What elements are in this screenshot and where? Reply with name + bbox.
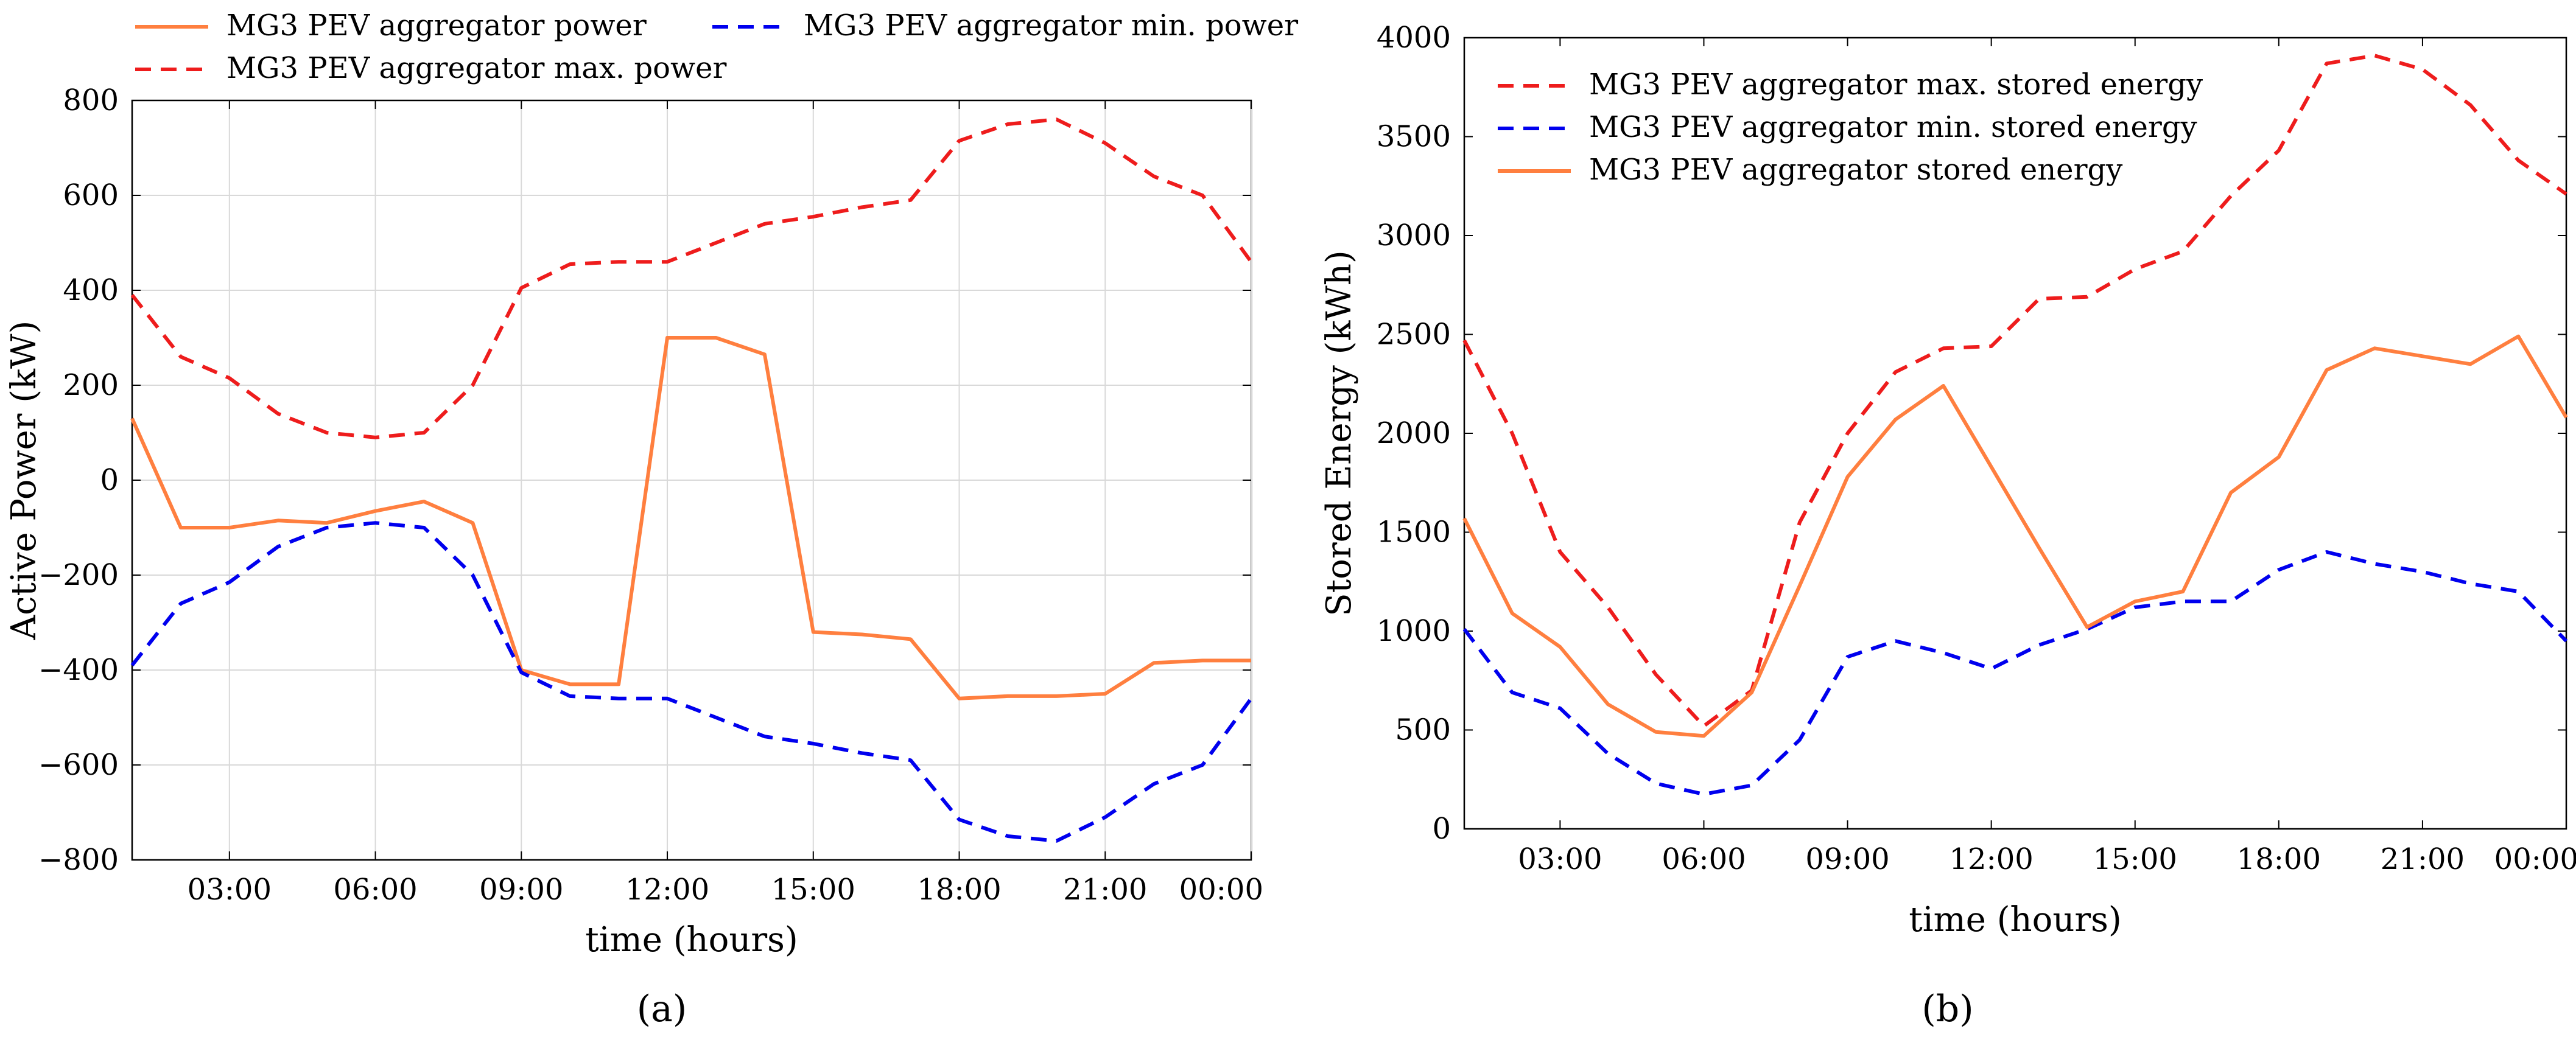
y-tick-label: −800 [38,843,119,877]
x-tick-label: 09:00 [479,873,563,907]
x-tick-label: 18:00 [2237,842,2321,876]
y-axis-label-a: Active Power (kW) [4,321,44,641]
y-tick-label: −400 [38,653,119,687]
x-tick-label: 06:00 [333,873,417,907]
x-axis-ticks-b: 03:00 06:00 09:00 12:00 15:00 18:00 21:00 00:00 [1518,38,2576,876]
y-tick-label: 1000 [1377,614,1451,648]
x-tick-label: 21:00 [2381,842,2465,876]
y-tick-label: 2000 [1377,416,1451,450]
y-tick-label: 0 [1432,812,1451,846]
y-tick-label: 2500 [1377,318,1451,352]
legend-entry: MG3 PEV aggregator min. power [804,9,1298,43]
x-axis-label-a: time (hours) [585,920,798,960]
panel-label-b: (b) [1921,988,1973,1030]
x-tick-label: 09:00 [1805,842,1889,876]
legend-a: MG3 PEV aggregator power MG3 PEV aggregat… [135,9,1298,85]
chart-panel-b: 0 500 1000 1500 2000 2500 3000 3500 4000 03:00 06… [1319,21,2576,1030]
x-tick-label: 00:00 [2494,842,2576,876]
series-line-a-0 [130,336,1251,700]
x-tick-label: 00:00 [1179,873,1263,907]
series-line-a-2 [130,117,1253,439]
y-tick-label: 500 [1395,713,1451,747]
y-tick-label: −200 [38,558,119,592]
series-lines-a [130,117,1253,843]
grid-a [132,100,1252,860]
y-axis-label-b: Stored Energy (kWh) [1319,250,1359,616]
x-tick-label: 03:00 [1518,842,1602,876]
chart-panel-a: −800 −600 −400 −200 0 200 400 600 800 03:00 06:00… [4,9,1298,1030]
y-tick-label: 3500 [1377,120,1451,154]
y-tick-label: 800 [63,83,119,117]
series-lines-b [1462,54,2568,797]
series-line-b-1 [1462,550,2568,797]
y-tick-label: 0 [100,463,119,497]
y-tick-label: 4000 [1377,21,1451,55]
x-tick-label: 21:00 [1063,873,1147,907]
x-tick-label: 03:00 [188,873,272,907]
series-line-b-0 [1462,54,2567,728]
y-tick-label: 400 [63,273,119,307]
legend-entry: MG3 PEV aggregator min. stored energy [1589,110,2197,144]
y-tick-label: 1500 [1377,515,1451,550]
y-tick-label: 200 [63,368,119,402]
x-tick-label: 15:00 [771,873,855,907]
x-tick-label: 12:00 [625,873,709,907]
series-line-a-1 [130,521,1253,843]
series-line-b-2 [1462,334,2568,738]
x-axis-ticks-a: 03:00 06:00 09:00 12:00 15:00 18:00 21:00 00:00 [188,100,1263,907]
panel-label-a: (a) [637,988,687,1030]
x-axis-label-b: time (hours) [1909,900,2122,940]
legend-entry: MG3 PEV aggregator max. power [226,51,727,85]
y-axis-ticks-b: 0 500 1000 1500 2000 2500 3000 3500 4000 [1377,21,2566,846]
legend-entry: MG3 PEV aggregator power [226,9,647,43]
legend-entry: MG3 PEV aggregator stored energy [1589,153,2122,187]
x-tick-label: 12:00 [1949,842,2033,876]
legend-entry: MG3 PEV aggregator max. stored energy [1589,68,2203,102]
x-tick-label: 18:00 [917,873,1001,907]
legend-b: MG3 PEV aggregator max. stored energy MG3… [1498,68,2203,187]
x-tick-label: 06:00 [1662,842,1746,876]
y-tick-label: 3000 [1377,218,1451,253]
x-tick-label: 15:00 [2093,842,2177,876]
y-tick-label: −600 [38,748,119,782]
y-tick-label: 600 [63,178,119,212]
y-axis-ticks-a: −800 −600 −400 −200 0 200 400 600 800 [38,83,1251,877]
